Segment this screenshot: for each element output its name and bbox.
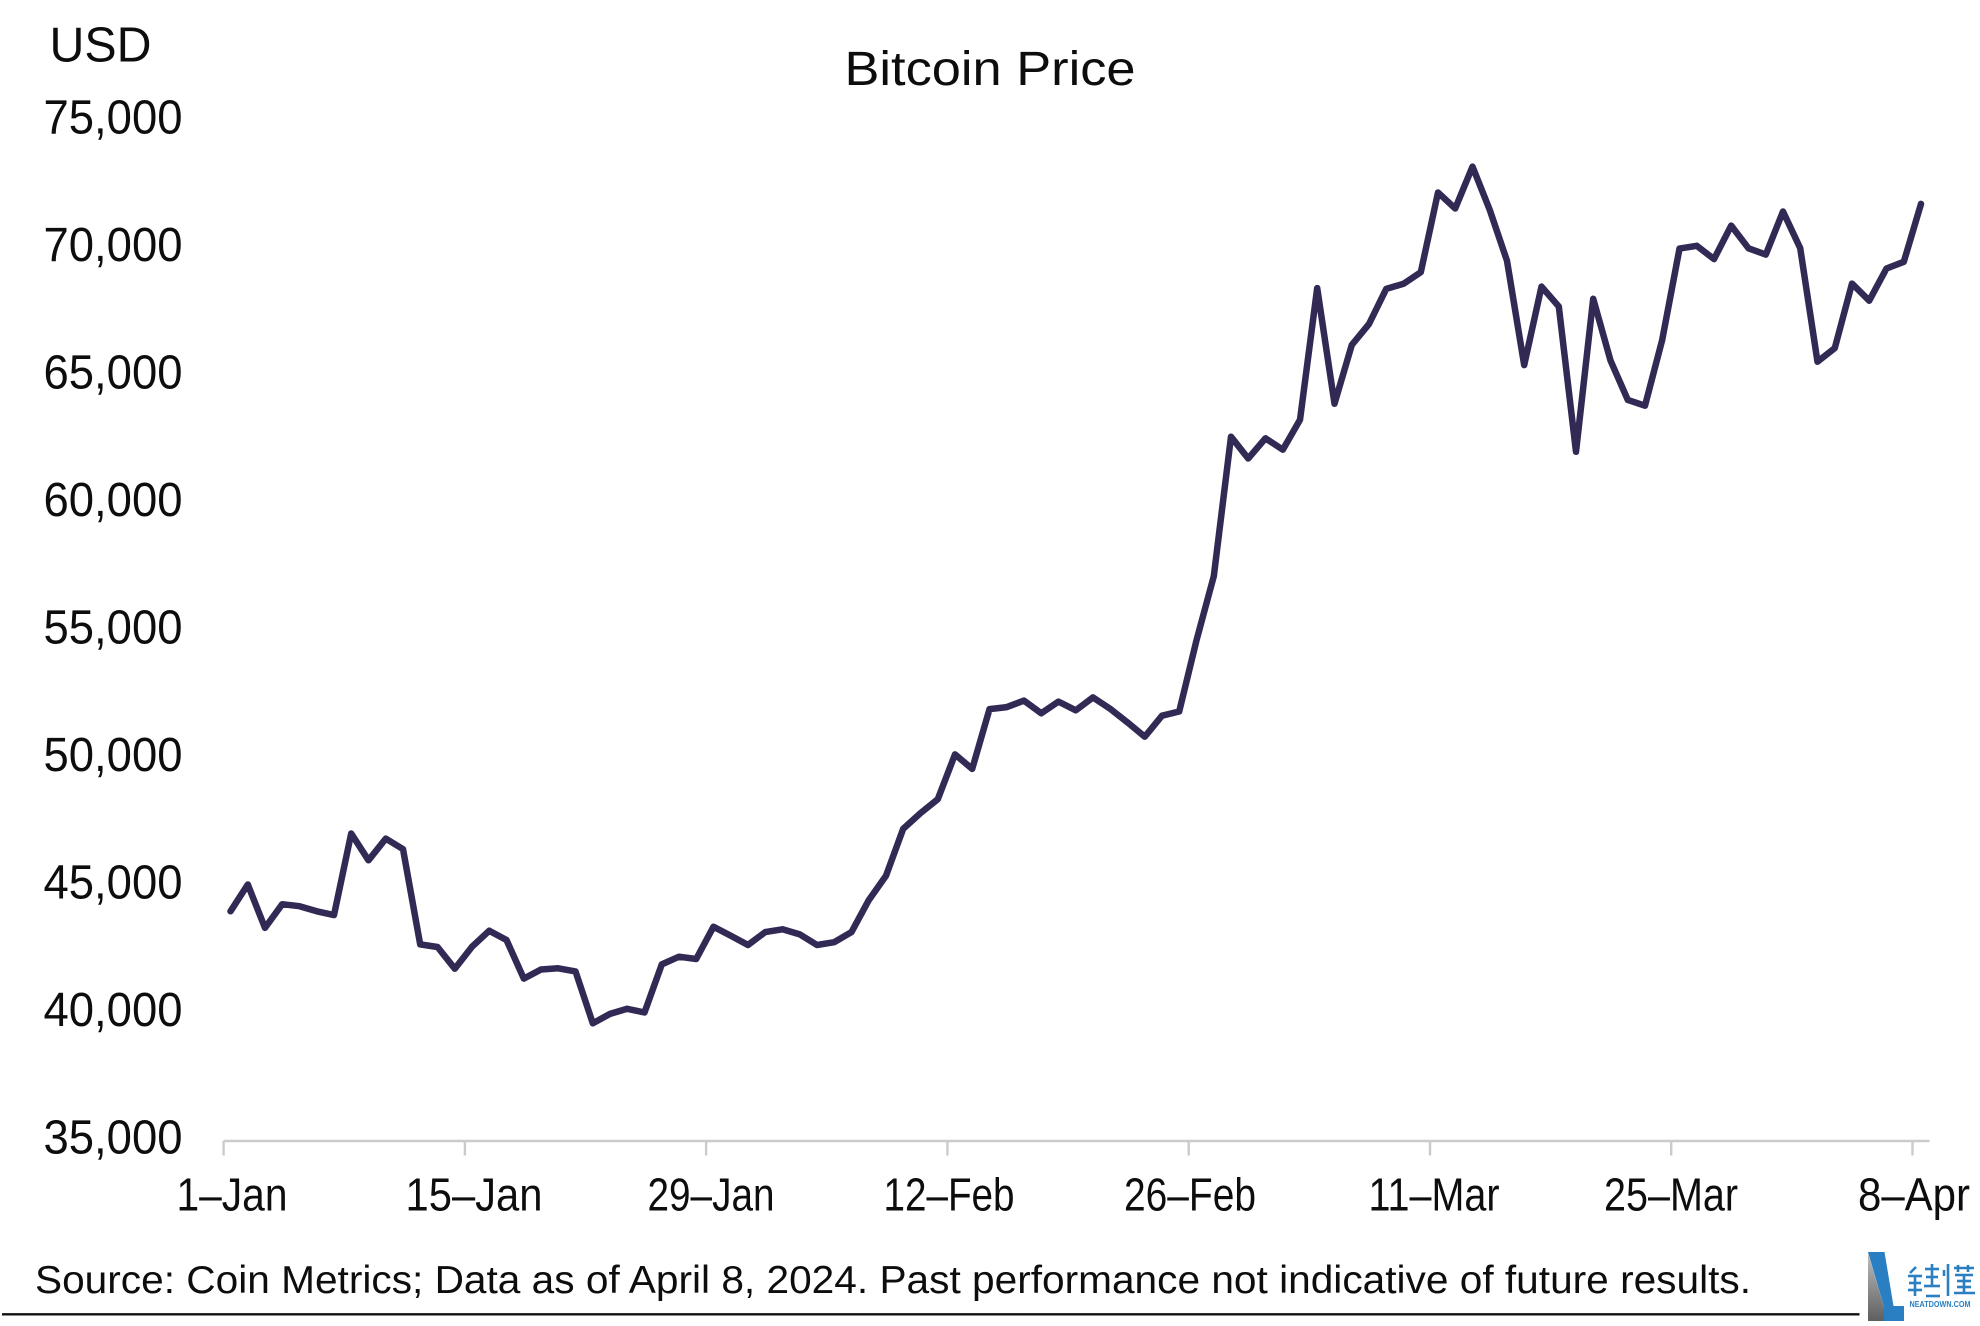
svg-text:55,000: 55,000 — [44, 602, 183, 655]
svg-text:50,000: 50,000 — [44, 729, 183, 782]
svg-text:15–Jan: 15–Jan — [406, 1169, 543, 1221]
svg-text:70,000: 70,000 — [44, 219, 183, 272]
svg-text:11–Mar: 11–Mar — [1369, 1169, 1500, 1221]
svg-text:26–Feb: 26–Feb — [1124, 1169, 1256, 1221]
svg-text:USD: USD — [50, 19, 152, 73]
svg-text:25–Mar: 25–Mar — [1604, 1169, 1738, 1221]
svg-text:75,000: 75,000 — [44, 91, 183, 144]
svg-text:45,000: 45,000 — [44, 857, 183, 910]
svg-text:60,000: 60,000 — [44, 474, 183, 527]
svg-text:Source: Coin Metrics; Data as: Source: Coin Metrics; Data as of April 8… — [35, 1259, 1751, 1302]
svg-text:29–Jan: 29–Jan — [648, 1169, 775, 1221]
svg-text:40,000: 40,000 — [44, 984, 183, 1037]
svg-text:NEATDOWN.COM: NEATDOWN.COM — [1910, 1299, 1971, 1309]
svg-text:8–Apr: 8–Apr — [1858, 1169, 1970, 1221]
svg-text:Bitcoin Price: Bitcoin Price — [845, 43, 1136, 96]
svg-text:65,000: 65,000 — [44, 346, 183, 399]
svg-text:1–Jan: 1–Jan — [177, 1169, 288, 1221]
svg-text:12–Feb: 12–Feb — [884, 1169, 1015, 1221]
svg-text:35,000: 35,000 — [44, 1112, 183, 1165]
